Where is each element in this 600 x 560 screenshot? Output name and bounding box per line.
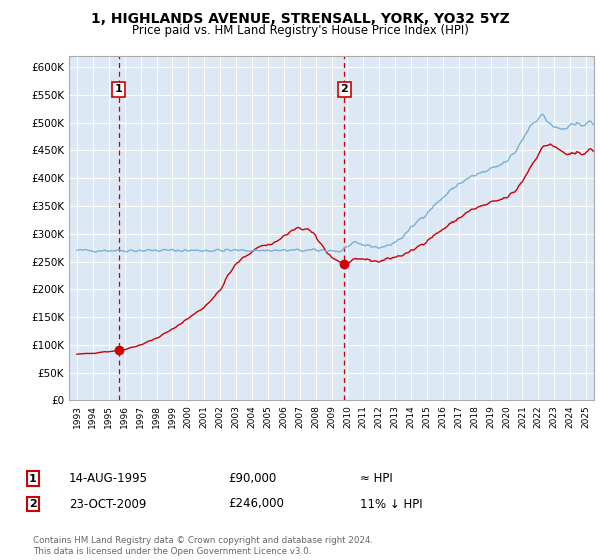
Text: 1: 1 (29, 474, 37, 484)
Text: 2: 2 (340, 85, 348, 94)
Text: ≈ HPI: ≈ HPI (360, 472, 393, 486)
Text: 14-AUG-1995: 14-AUG-1995 (69, 472, 148, 486)
Text: Price paid vs. HM Land Registry's House Price Index (HPI): Price paid vs. HM Land Registry's House … (131, 24, 469, 37)
Text: £90,000: £90,000 (228, 472, 276, 486)
Text: 1: 1 (115, 85, 122, 94)
Text: 23-OCT-2009: 23-OCT-2009 (69, 497, 146, 511)
Text: 11% ↓ HPI: 11% ↓ HPI (360, 497, 422, 511)
Text: 2: 2 (29, 499, 37, 509)
Text: 1, HIGHLANDS AVENUE, STRENSALL, YORK, YO32 5YZ: 1, HIGHLANDS AVENUE, STRENSALL, YORK, YO… (91, 12, 509, 26)
Text: £246,000: £246,000 (228, 497, 284, 511)
Text: Contains HM Land Registry data © Crown copyright and database right 2024.
This d: Contains HM Land Registry data © Crown c… (33, 536, 373, 556)
